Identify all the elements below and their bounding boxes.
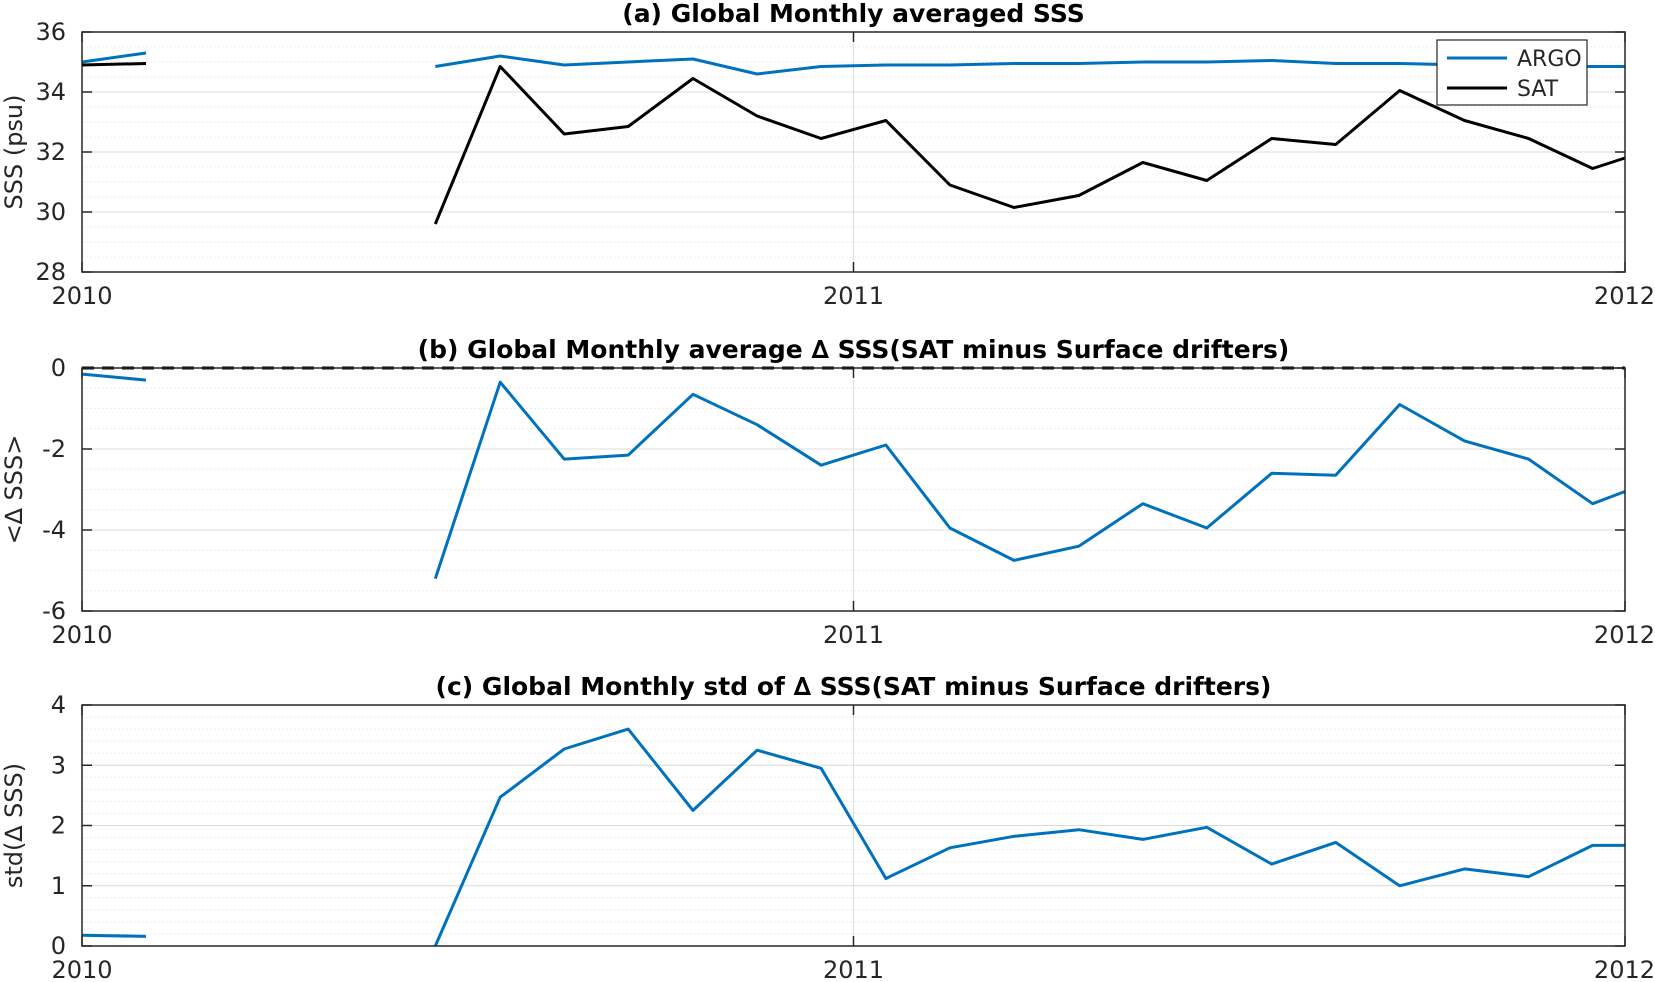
x-tick-label: 2010: [51, 621, 112, 649]
panel-c: 0 1 2 3 4 2010 2011 2012 (c) Global Monthly std …: [0, 672, 1655, 982]
y-tick-label: 1: [51, 872, 66, 900]
axes-box: [81, 704, 1626, 947]
x-tick-label: 2010: [51, 282, 112, 310]
legend-box: [1436, 39, 1588, 106]
y-tick-label: -2: [42, 435, 66, 463]
legend: ARGO SAT: [1436, 39, 1588, 106]
sat-line: [81, 62, 1626, 225]
x-tick-label: 2011: [823, 282, 884, 310]
series-line: [81, 727, 1625, 947]
chart-title: (a) Global Monthly averaged SSS: [622, 0, 1084, 28]
axes-box: [81, 367, 1626, 612]
y-tick-label: 30: [35, 198, 66, 226]
x-tick-label: 2011: [823, 621, 884, 649]
legend-label-sat: SAT: [1517, 77, 1559, 102]
x-tick-label: 2012: [1594, 956, 1655, 982]
x-tick-label: 2012: [1594, 621, 1655, 649]
y-tick-label: 34: [35, 78, 66, 106]
y-tick-label: 3: [51, 751, 66, 779]
y-tick-label: 4: [51, 691, 66, 719]
y-tick-label: 0: [51, 354, 66, 382]
y-axis-label: std(∆ SSS): [0, 763, 28, 888]
x-tick-label: 2010: [51, 956, 112, 982]
panel-b: -6 -4 -2 0 2010 2011 2012 (b) Global Monthly av…: [0, 335, 1655, 649]
legend-label-argo: ARGO: [1517, 47, 1582, 72]
y-tick-label: 0: [51, 932, 66, 960]
y-axis-label: SSS (psu): [0, 94, 28, 209]
y-tick-label: 2: [51, 812, 66, 840]
y-tick-label: 28: [35, 258, 66, 286]
y-tick-label: -4: [42, 516, 66, 544]
series-line: [81, 372, 1626, 580]
chart-title: (c) Global Monthly std of ∆ SSS(SAT minu…: [436, 672, 1272, 701]
y-tick-label: -6: [42, 597, 66, 625]
axes-box: [81, 31, 1626, 273]
y-tick-label: 36: [35, 18, 66, 46]
x-tick-label: 2012: [1594, 282, 1655, 310]
y-tick-label: 32: [35, 138, 66, 166]
chart-title: (b) Global Monthly average ∆ SSS(SAT min…: [418, 335, 1290, 364]
panel-a: 28 30 32 34 36 2010 2011 2012 (a) Global Monthly…: [0, 0, 1655, 310]
x-tick-label: 2011: [823, 956, 884, 982]
y-axis-label: <∆ SSS>: [0, 435, 28, 545]
